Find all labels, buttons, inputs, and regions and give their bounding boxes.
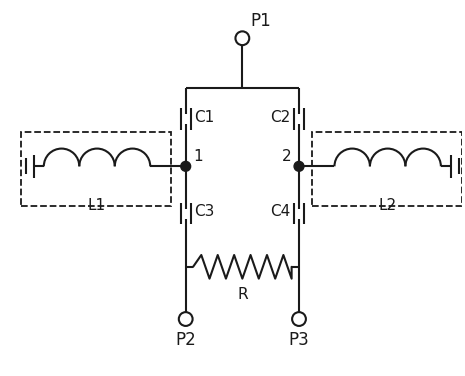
Text: L2: L2: [379, 198, 397, 213]
Bar: [312, 132, 462, 206]
Text: 2: 2: [281, 149, 291, 164]
Text: P2: P2: [175, 331, 196, 349]
Circle shape: [294, 161, 304, 171]
Text: C3: C3: [194, 204, 215, 219]
Text: 1: 1: [193, 149, 203, 164]
Bar: [21, 132, 171, 206]
Text: C2: C2: [270, 109, 290, 124]
Text: C4: C4: [270, 204, 290, 219]
Circle shape: [181, 161, 191, 171]
Text: C1: C1: [194, 109, 215, 124]
Text: L1: L1: [88, 198, 106, 213]
Text: R: R: [237, 287, 248, 302]
Text: P3: P3: [289, 331, 309, 349]
Text: P1: P1: [250, 12, 271, 30]
